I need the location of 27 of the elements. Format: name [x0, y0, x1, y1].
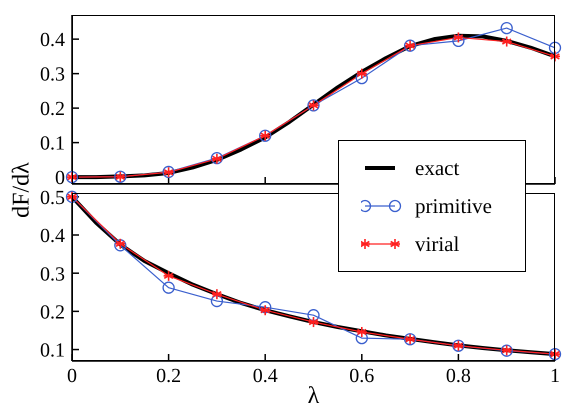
point: [500, 22, 513, 34]
point: [452, 34, 465, 48]
y-tick-label: 0.3: [40, 64, 65, 86]
x-tick-label: 0.4: [252, 365, 278, 388]
y-tick-label: 0.2: [40, 301, 65, 324]
y-axis-title: dF/dλ: [8, 162, 36, 218]
x-tick-label: 1: [550, 365, 560, 388]
y-tick-label: 0.1: [40, 132, 65, 155]
y-tick-label: 0.5: [40, 186, 65, 209]
point: [162, 282, 175, 294]
point: [210, 294, 224, 308]
point: [548, 42, 562, 54]
legend-label: virial: [415, 232, 460, 256]
legend-label: exact: [415, 156, 460, 180]
y-tick-label: 0.4: [40, 225, 65, 248]
point: [307, 309, 320, 322]
legend-label: primitive: [415, 194, 492, 218]
x-tick-label: 0.8: [446, 365, 471, 388]
x-tick-label: 0.2: [156, 365, 182, 388]
x-axis-title: λ: [308, 383, 320, 408]
y-tick-label: 0.4: [40, 29, 65, 52]
x-tick-label: 0.6: [349, 365, 374, 388]
y-tick-label: 0.3: [40, 263, 65, 286]
point: [259, 301, 272, 314]
y-tick-label: 0.1: [40, 340, 65, 362]
y-tick-label: 0.2: [40, 98, 65, 120]
y-tick-label: 0: [55, 167, 65, 190]
